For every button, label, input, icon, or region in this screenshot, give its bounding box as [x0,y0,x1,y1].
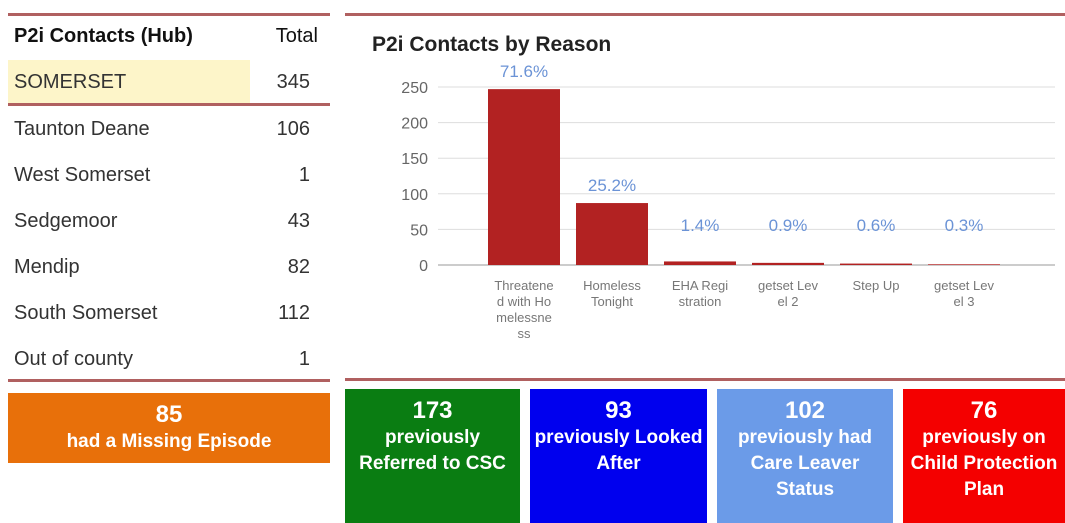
bar [752,262,824,265]
tile: 93 previously Looked After [530,389,707,523]
cell: 43 [287,210,310,232]
x-tick-label: EHA Registration [671,278,729,309]
cell: 112 [278,302,310,324]
tile: 76 previously on Child Protection Plan [903,389,1065,523]
bar [928,264,1000,265]
table-row: Taunton Deane 106 [8,107,330,151]
x-tick-label: getset Level 2 [758,278,818,309]
y-tick-label: 50 [410,222,428,239]
missing-tile: 85 had a Missing Episode [8,393,330,463]
tile-number: 85 [155,401,183,428]
tile-label: previously had Care Leaver Status [737,427,873,500]
bar [488,89,560,265]
cell: 1 [298,348,310,370]
tile-number: 173 [412,397,453,424]
cell: SOMERSET [14,71,127,93]
tile-number: 93 [605,397,632,424]
rule [345,378,1065,381]
tile: 173 previously Referred to CSC [345,389,520,523]
rule [8,103,330,106]
bar [576,203,648,265]
table-row: South Somerset 112 [8,291,330,335]
chart: P2i Contacts by Reason 0 50 100 150 200 250 71… [372,33,1055,275]
cell: West Somerset [14,164,151,186]
cell: Mendip [14,256,80,278]
cell: South Somerset [14,302,158,324]
y-tick-label: 150 [401,151,428,168]
table-row: Mendip 82 [8,245,330,289]
cell: Sedgemoor [14,210,118,232]
table-row: Sedgemoor 43 [8,199,330,243]
table-row: Out of county 1 [8,337,330,381]
rule [8,13,330,16]
cell: 345 [276,71,310,93]
tile-number: 76 [970,397,998,424]
rule [8,379,330,382]
chart-title: P2i Contacts by Reason [372,33,611,56]
tile: 102 previously had Care Leaver Status [717,389,893,523]
y-tick-label: 200 [401,116,428,133]
cell: 106 [276,118,310,140]
data-label: 0.9% [769,216,808,235]
cell: 1 [298,164,310,186]
y-tick-label: 250 [401,80,428,97]
x-tick-label: getset Level 3 [934,278,994,309]
header-cell: P2i Contacts (Hub) [14,25,193,47]
x-tick-label: Step Up [852,278,900,293]
data-label: 0.3% [945,216,984,235]
cell: Taunton Deane [14,118,150,140]
data-label: 0.6% [857,216,896,235]
x-tick-label: Homeless Tonight [583,278,641,309]
y-tick-label: 100 [401,187,428,204]
x-tick-label: Threatened with Homelessness [494,278,554,341]
cell: 82 [287,256,310,278]
y-tick-label: 0 [419,258,428,275]
data-label: 1.4% [681,216,720,235]
total-row: SOMERSET 345 [8,60,330,104]
tile-label: previously Referred to CSC [359,427,506,474]
table-row: West Somerset 1 [8,153,330,197]
data-label: 25.2% [588,176,636,195]
bar [840,263,912,265]
rule [345,13,1065,16]
tile-label: had a Missing Episode [66,431,272,452]
table-header: P2i Contacts (Hub) Total [8,14,330,58]
tile-number: 102 [784,397,826,424]
bar [664,261,736,265]
data-label: 71.6% [500,62,548,81]
header-cell: Total [275,25,318,47]
tile-label: previously Looked After [534,427,703,474]
cell: Out of county [14,348,133,370]
tile-label: previously on Child Protection Plan [910,427,1058,500]
